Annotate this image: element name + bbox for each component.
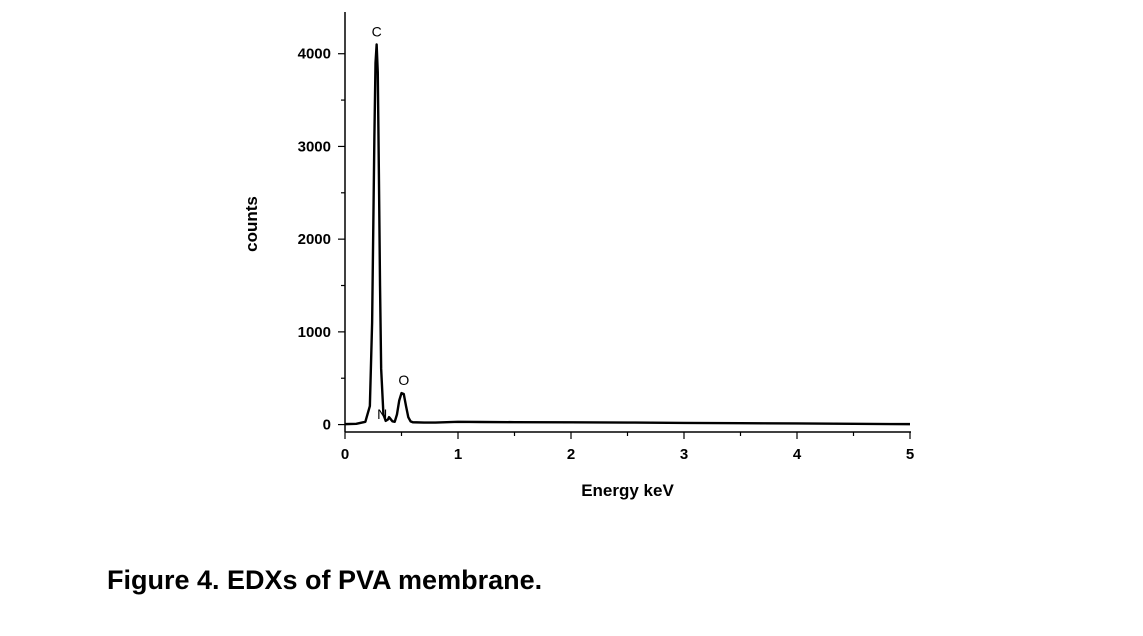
peak-label-c: C: [372, 23, 382, 39]
x-tick-label: 2: [567, 446, 575, 463]
peak-label-n: N: [377, 406, 387, 422]
ticks: [338, 53, 911, 439]
x-tick-label: 1: [454, 446, 462, 463]
x-tick-label: 4: [793, 446, 802, 463]
peak-annotations: C N O: [372, 23, 410, 422]
y-tick-label: 0: [323, 417, 331, 434]
y-tick-label: 1000: [298, 324, 331, 341]
figure-caption: Figure 4. EDXs of PVA membrane.: [107, 565, 543, 595]
y-tick-label: 3000: [298, 138, 331, 155]
axes: [344, 12, 911, 433]
peak-label-o: O: [398, 372, 409, 388]
x-tick-label: 3: [680, 446, 688, 463]
x-tick-label: 0: [341, 446, 349, 463]
x-tick-label: 5: [906, 446, 914, 463]
y-axis-title: counts: [242, 196, 261, 252]
tick-labels: 0 1 2 3 4 5 0 1000 2000 3000 4000: [298, 46, 915, 463]
y-tick-label: 4000: [298, 46, 331, 63]
y-tick-label: 2000: [298, 231, 331, 248]
x-axis-title: Energy keV: [581, 481, 674, 500]
spectrum-line: [344, 43, 911, 426]
